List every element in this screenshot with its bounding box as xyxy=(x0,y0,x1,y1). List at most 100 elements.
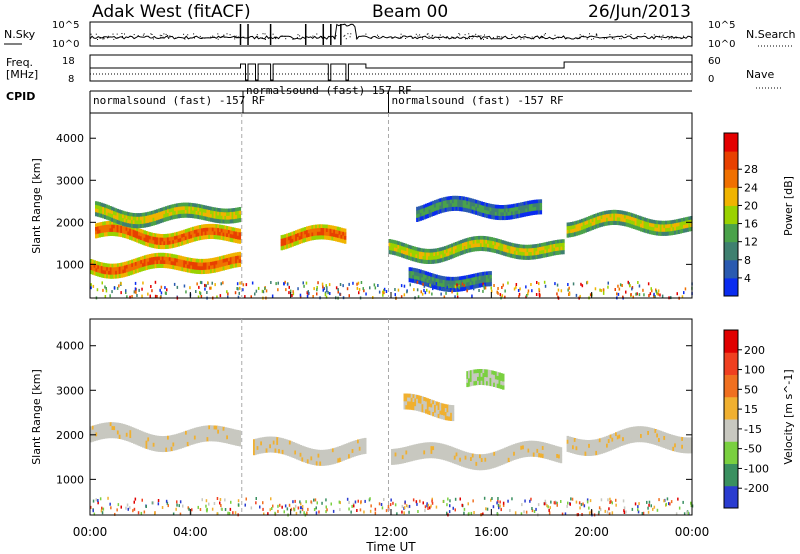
heatmap-cell xyxy=(95,234,98,239)
heatmap-cell xyxy=(262,448,265,454)
ground-clutter-cell xyxy=(297,506,300,510)
heatmap-cell xyxy=(452,451,455,456)
heatmap-cell xyxy=(288,440,292,445)
heatmap-cell xyxy=(120,266,123,271)
heatmap-cell xyxy=(206,213,209,218)
heatmap-cell xyxy=(127,227,130,232)
heatmap-cell xyxy=(568,222,571,227)
heatmap-cell xyxy=(213,235,216,240)
heatmap-cell xyxy=(131,430,134,436)
heatmap-cell xyxy=(159,208,163,213)
heatmap-cell xyxy=(486,206,489,211)
heatmap-cell xyxy=(434,450,437,455)
heatmap-cell xyxy=(227,208,231,213)
ground-clutter-cell xyxy=(442,499,445,503)
heatmap-cell xyxy=(168,244,172,249)
heatmap-cell xyxy=(106,263,109,268)
heatmap-cell xyxy=(210,210,213,215)
ground-clutter-cell xyxy=(299,295,302,299)
heatmap-cell xyxy=(453,276,456,281)
heatmap-cell xyxy=(509,211,512,216)
heatmap-cell xyxy=(127,219,130,224)
ground-clutter-cell xyxy=(615,498,617,502)
heatmap-cell xyxy=(300,239,304,244)
heatmap-cell xyxy=(446,207,449,212)
heatmap-cell xyxy=(552,445,555,450)
heatmap-cell xyxy=(267,436,270,441)
ground-clutter-cell xyxy=(244,503,246,507)
heatmap-cell xyxy=(422,252,425,257)
heatmap-cell xyxy=(558,450,561,455)
heatmap-cell xyxy=(422,255,425,260)
noise-search-dot xyxy=(221,36,223,38)
ground-clutter-cell xyxy=(286,507,289,511)
heatmap-cell xyxy=(100,229,103,234)
heatmap-cell xyxy=(276,444,279,450)
ground-clutter-cell xyxy=(463,511,465,515)
heatmap-cell xyxy=(134,428,138,433)
heatmap-cell xyxy=(95,260,98,265)
heatmap-cell xyxy=(202,216,206,221)
heatmap-cell xyxy=(399,241,402,246)
ground-clutter-cell xyxy=(265,289,268,293)
heatmap-cell xyxy=(229,257,233,262)
ground-clutter-cell xyxy=(227,295,229,299)
heatmap-cell xyxy=(426,248,429,253)
heatmap-cell xyxy=(201,433,204,439)
heatmap-cell xyxy=(462,203,466,208)
heatmap-cell xyxy=(115,426,118,431)
heatmap-cell xyxy=(222,266,225,271)
heatmap-cell xyxy=(690,223,693,228)
heatmap-cell xyxy=(419,216,423,221)
noise-search-dot xyxy=(175,37,176,39)
heatmap-cell xyxy=(210,425,213,430)
heatmap-cell xyxy=(145,440,148,445)
heatmap-cell xyxy=(484,453,487,459)
heatmap-cell xyxy=(201,426,204,431)
ground-clutter-cell xyxy=(316,501,318,505)
heatmap-cell xyxy=(158,252,161,257)
ground-clutter-cell xyxy=(501,294,504,298)
heatmap-cell xyxy=(539,203,543,208)
heatmap-cell xyxy=(462,246,465,251)
heatmap-cell xyxy=(675,219,679,224)
ground-clutter-cell xyxy=(467,512,470,516)
ground-clutter-cell xyxy=(321,282,324,286)
ground-clutter-cell xyxy=(622,499,625,503)
velocity-colorbar-swatch xyxy=(724,485,738,509)
ground-clutter-cell xyxy=(316,288,318,292)
heatmap-cell xyxy=(688,437,691,442)
ground-clutter-cell xyxy=(625,290,627,294)
heatmap-cell xyxy=(217,433,220,438)
heatmap-cell xyxy=(439,201,442,206)
heatmap-cell xyxy=(185,257,188,262)
heatmap-cell xyxy=(423,446,426,451)
ground-clutter-cell xyxy=(423,288,425,292)
ground-clutter-cell xyxy=(150,285,152,288)
heatmap-cell xyxy=(279,437,283,443)
noise-search-dot xyxy=(411,37,413,39)
heatmap-cell xyxy=(580,443,584,448)
heatmap-cell xyxy=(527,200,530,205)
ground-clutter-cell xyxy=(310,500,312,504)
ground-clutter-cell xyxy=(136,294,138,297)
ground-clutter-cell xyxy=(350,510,352,514)
ground-clutter-cell xyxy=(526,294,528,297)
heatmap-cell xyxy=(477,373,480,378)
heatmap-cell xyxy=(504,455,507,460)
heatmap-cell xyxy=(500,373,503,378)
heatmap-cell xyxy=(338,230,342,235)
heatmap-cell xyxy=(570,233,573,238)
heatmap-cell xyxy=(401,451,405,456)
ground-clutter-cell xyxy=(583,504,586,508)
heatmap-cell xyxy=(195,229,198,234)
heatmap-cell xyxy=(127,215,130,220)
heatmap-cell xyxy=(690,445,693,450)
velocity-panel-frame xyxy=(89,318,693,516)
heatmap-cell xyxy=(109,422,113,427)
heatmap-cell xyxy=(287,240,291,245)
heatmap-cell xyxy=(423,397,426,402)
heatmap-cell xyxy=(156,439,159,444)
heatmap-cell xyxy=(426,450,430,455)
heatmap-cell xyxy=(131,270,134,275)
